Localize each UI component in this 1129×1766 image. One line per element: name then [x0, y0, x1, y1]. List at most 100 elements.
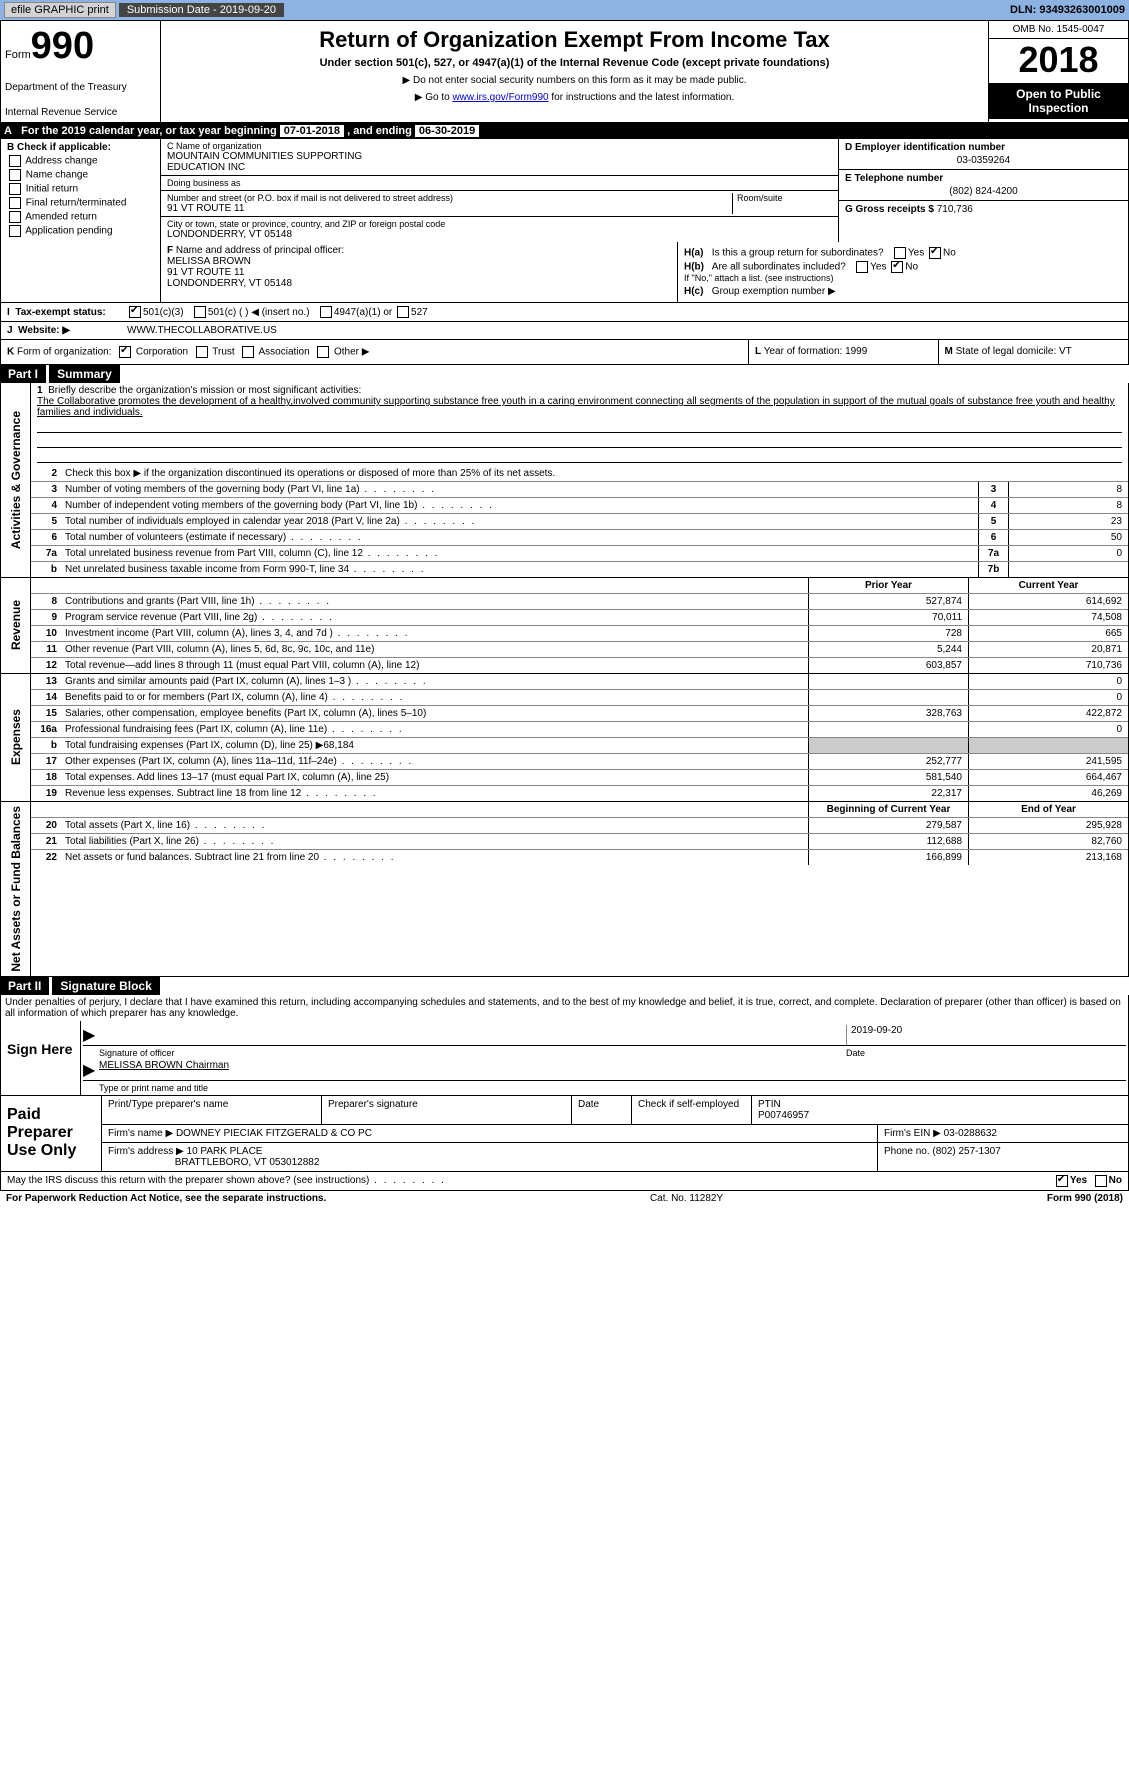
dln-label: DLN: 93493263001009: [1010, 4, 1125, 16]
opt-corp: Corporation: [136, 347, 188, 358]
check-address-change[interactable]: Address change: [7, 155, 154, 167]
revenue-block: Revenue Prior Year Current Year 8Contrib…: [0, 578, 1129, 674]
checkbox-icon[interactable]: [9, 211, 21, 223]
checkbox-icon[interactable]: [129, 306, 141, 318]
line-6-box: 6: [978, 530, 1008, 545]
part-1-badge: Part I: [0, 365, 46, 383]
check-initial-return[interactable]: Initial return: [7, 183, 154, 195]
f-left-spacer: [1, 242, 161, 302]
page-footer: For Paperwork Reduction Act Notice, see …: [0, 1191, 1129, 1206]
row-a-mid: , and ending: [347, 125, 415, 137]
form-subtitle: Under section 501(c), 527, or 4947(a)(1)…: [167, 57, 982, 69]
f-text: Name and address of principal officer:: [176, 245, 344, 256]
org-name-2: EDUCATION INC: [167, 162, 832, 173]
label-street: Number and street (or P.O. box if mail i…: [167, 193, 732, 203]
prep-name-label: Print/Type preparer's name: [102, 1096, 322, 1124]
checkbox-icon[interactable]: [9, 169, 21, 181]
checkbox-icon[interactable]: [1095, 1175, 1107, 1187]
form-title: Return of Organization Exempt From Incom…: [167, 27, 982, 53]
line-4-num: 4: [31, 498, 61, 513]
checkbox-icon[interactable]: [9, 197, 21, 209]
checkbox-icon[interactable]: [9, 183, 21, 195]
line-3-desc: Number of voting members of the governin…: [61, 482, 978, 497]
line-13: 13Grants and similar amounts paid (Part …: [31, 674, 1128, 690]
hdr-prior-year: Prior Year: [808, 578, 968, 593]
check-final-return[interactable]: Final return/terminated: [7, 197, 154, 209]
ha-text: Is this a group return for subordinates?: [712, 248, 884, 259]
check-amended-return[interactable]: Amended return: [7, 211, 154, 223]
checkbox-icon[interactable]: [194, 306, 206, 318]
officer-addr1: 91 VT ROUTE 11: [167, 267, 244, 278]
checkbox-icon[interactable]: [891, 261, 903, 273]
dept-treasury: Department of the Treasury: [5, 82, 156, 93]
checkbox-icon[interactable]: [397, 306, 409, 318]
label-b: B Check if applicable:: [7, 142, 111, 153]
line-20: 20Total assets (Part X, line 16)279,5872…: [31, 818, 1128, 834]
efile-button[interactable]: efile GRAPHIC print: [4, 2, 116, 18]
check-name-change[interactable]: Name change: [7, 169, 154, 181]
tax-year: 2018: [989, 39, 1128, 83]
blank-line: [37, 449, 1122, 463]
opt-trust: Trust: [212, 347, 234, 358]
k-right: L Year of formation: 1999 M State of leg…: [748, 340, 1128, 364]
checkbox-icon[interactable]: [9, 155, 21, 167]
sig-date-value: 2019-09-20: [846, 1025, 1126, 1045]
firm-ein-cell: Firm's EIN ▶ 03-0288632: [878, 1125, 1128, 1142]
line-10: 10Investment income (Part VIII, column (…: [31, 626, 1128, 642]
begin-date: 07-01-2018: [280, 125, 344, 137]
checkbox-icon[interactable]: [317, 346, 329, 358]
row-j-website: J Website: ▶ WWW.THECOLLABORATIVE.US: [0, 322, 1129, 340]
row-a-tax-year: A For the 2019 calendar year, or tax yea…: [0, 123, 1129, 139]
line-7b: b Net unrelated business taxable income …: [31, 562, 1128, 577]
line-5-val: 23: [1008, 514, 1128, 529]
checkbox-icon[interactable]: [894, 247, 906, 259]
line-7a-num: 7a: [31, 546, 61, 561]
checkbox-icon[interactable]: [242, 346, 254, 358]
label-e-phone: E Telephone number: [845, 173, 1122, 184]
officer-name: MELISSA BROWN: [167, 256, 251, 267]
checkbox-icon[interactable]: [9, 225, 21, 237]
part-2-title: Signature Block: [52, 977, 159, 995]
officer-cell: F Name and address of principal officer:…: [161, 242, 678, 302]
prep-row-1: Print/Type preparer's name Preparer's si…: [102, 1096, 1128, 1125]
line-18: 18Total expenses. Add lines 13–17 (must …: [31, 770, 1128, 786]
org-name-cell: C Name of organization MOUNTAIN COMMUNIT…: [161, 139, 838, 176]
check-application-pending[interactable]: Application pending: [7, 225, 154, 237]
opt-4947: 4947(a)(1) or: [334, 307, 392, 318]
label-ha: H(a): [684, 248, 703, 259]
checkbox-icon[interactable]: [856, 261, 868, 273]
line-6-num: 6: [31, 530, 61, 545]
label-i: I: [7, 307, 10, 318]
row-k-l-m: K Form of organization: Corporation Trus…: [0, 340, 1129, 365]
line-1-desc: Briefly describe the organization's miss…: [48, 385, 361, 396]
part-2-header: Part II Signature Block: [0, 977, 1129, 995]
note-post: for instructions and the latest informat…: [549, 92, 735, 103]
form-word: Form: [5, 49, 31, 61]
prep-sig-label: Preparer's signature: [322, 1096, 572, 1124]
yes-label: Yes: [870, 262, 886, 273]
label-room: Room/suite: [737, 193, 832, 203]
ein-value: 03-0359264: [845, 155, 1122, 166]
label-dba: Doing business as: [167, 178, 832, 188]
checkbox-icon[interactable]: [196, 346, 208, 358]
checkbox-icon[interactable]: [119, 346, 131, 358]
na-content: Beginning of Current Year End of Year 20…: [31, 802, 1128, 976]
line-4-box: 4: [978, 498, 1008, 513]
irs-link[interactable]: www.irs.gov/Form990: [452, 92, 548, 103]
officer-addr2: LONDONDERRY, VT 05148: [167, 278, 292, 289]
line-6-desc: Total number of volunteers (estimate if …: [61, 530, 978, 545]
line-19: 19Revenue less expenses. Subtract line 1…: [31, 786, 1128, 801]
prep-row-2: Firm's name ▶ DOWNEY PIECIAK FITZGERALD …: [102, 1125, 1128, 1143]
i-text: Tax-exempt status:: [15, 307, 105, 318]
checkbox-icon[interactable]: [1056, 1175, 1068, 1187]
checkbox-icon[interactable]: [320, 306, 332, 318]
line-21: 21Total liabilities (Part X, line 26)112…: [31, 834, 1128, 850]
line-7a-box: 7a: [978, 546, 1008, 561]
line-7a: 7a Total unrelated business revenue from…: [31, 546, 1128, 562]
line-7b-box: 7b: [978, 562, 1008, 577]
opt-501c3: 501(c)(3): [143, 307, 184, 318]
officer-sig-line: ▶ 2019-09-20: [83, 1025, 1126, 1046]
checkbox-icon[interactable]: [929, 247, 941, 259]
officer-name-line: ▶ MELISSA BROWN Chairman: [83, 1060, 1126, 1081]
side-expenses: Expenses: [1, 674, 31, 801]
